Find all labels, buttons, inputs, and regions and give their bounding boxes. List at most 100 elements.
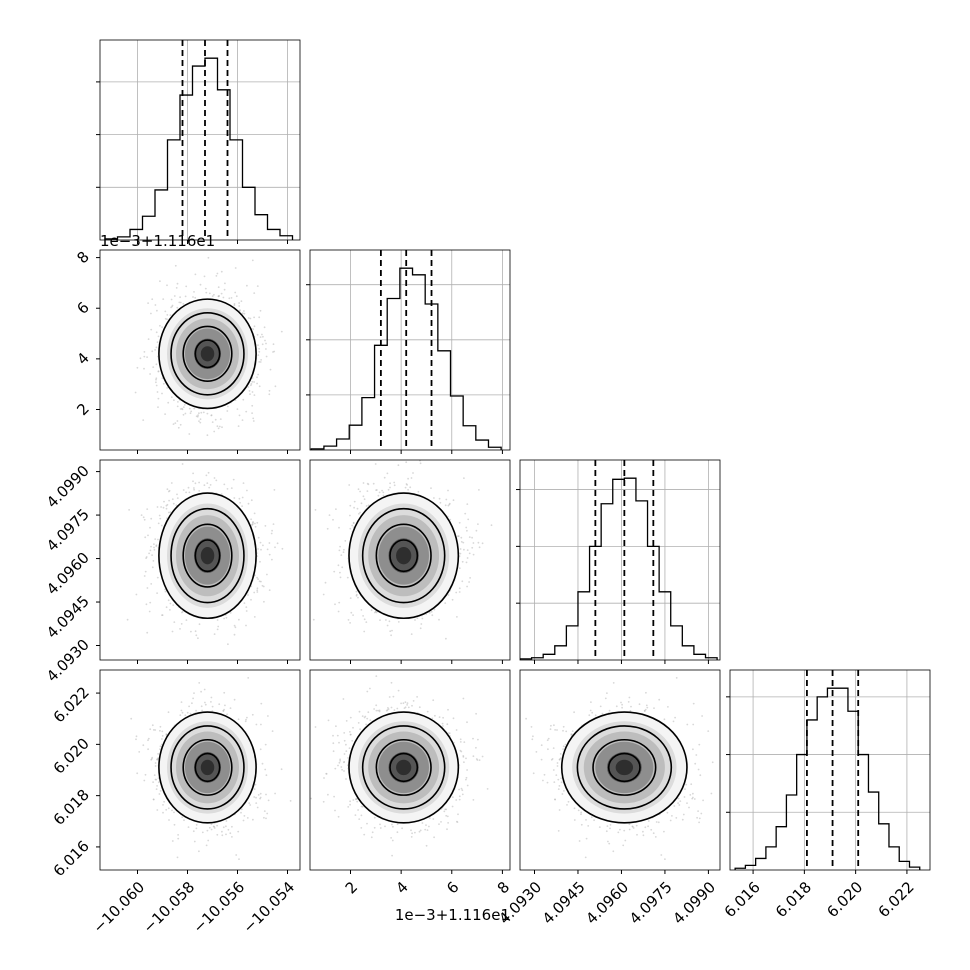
sample-point	[227, 643, 229, 646]
sample-point	[254, 525, 257, 528]
sample-point	[156, 576, 159, 579]
sample-point	[193, 488, 196, 491]
sample-point	[223, 288, 226, 291]
sample-point	[224, 282, 226, 285]
sample-point	[192, 480, 194, 483]
sample-point	[195, 415, 198, 418]
contour-line	[375, 523, 432, 588]
sample-point	[240, 300, 243, 303]
sample-point	[465, 526, 468, 529]
sample-point	[346, 576, 349, 579]
sample-point	[455, 591, 458, 594]
sample-point	[447, 504, 450, 507]
sample-point	[164, 590, 167, 593]
sample-point	[209, 484, 212, 486]
sample-point	[250, 499, 253, 502]
sample-point	[352, 614, 354, 616]
sample-point	[250, 524, 253, 526]
sample-point	[170, 298, 173, 301]
contour-line	[182, 325, 233, 382]
sample-point	[182, 413, 185, 416]
sample-point	[198, 412, 200, 415]
sample-point	[142, 419, 145, 421]
sample-point	[447, 594, 450, 596]
sample-point	[439, 501, 442, 504]
sample-point	[259, 336, 262, 338]
sample-point	[258, 580, 261, 583]
sample-point	[146, 587, 149, 589]
sample-point	[223, 483, 226, 486]
sample-point	[273, 489, 276, 491]
sample-point	[388, 620, 391, 623]
sample-point	[190, 630, 192, 633]
sample-point	[256, 333, 259, 336]
sample-point	[253, 325, 256, 328]
sample-point	[271, 558, 273, 561]
sample-point	[258, 385, 261, 388]
histogram-marks	[520, 460, 718, 660]
sample-point	[176, 497, 179, 499]
sample-point	[170, 482, 173, 484]
sample-point	[166, 488, 169, 491]
sample-point	[471, 546, 474, 549]
sample-point	[171, 498, 174, 501]
sample-point	[156, 341, 159, 344]
sample-point	[410, 633, 413, 635]
sample-point	[213, 293, 215, 296]
sample-point	[176, 282, 179, 285]
sample-point	[257, 344, 259, 346]
panel-background	[100, 40, 300, 240]
panel-frame	[99, 39, 301, 241]
sample-point	[357, 488, 360, 491]
sample-point	[234, 291, 237, 294]
sample-point	[261, 343, 264, 346]
sample-point	[272, 523, 275, 525]
sample-point	[204, 287, 207, 290]
sample-point	[234, 267, 237, 269]
sample-point	[349, 597, 352, 599]
sample-point	[188, 433, 191, 435]
sample-point	[193, 291, 195, 293]
sample-point	[410, 477, 413, 479]
sample-point	[143, 575, 146, 577]
sample-point	[197, 637, 199, 640]
sample-point	[382, 491, 385, 494]
sample-point	[148, 610, 151, 613]
sample-point	[356, 507, 359, 510]
sample-point	[179, 296, 182, 299]
sample-point	[252, 328, 255, 331]
sample-point	[268, 389, 271, 392]
sample-point	[161, 614, 164, 616]
sample-point	[177, 401, 179, 403]
sample-point	[438, 618, 440, 621]
sample-point	[156, 506, 159, 508]
sample-point	[413, 664, 415, 666]
sample-point	[256, 589, 259, 592]
sample-point	[190, 410, 193, 413]
sample-point	[233, 303, 236, 305]
sample-point	[200, 411, 203, 414]
sample-point	[337, 610, 340, 613]
sample-point	[433, 497, 435, 499]
sample-point	[245, 606, 248, 608]
sample-point	[169, 602, 172, 605]
sample-point	[168, 499, 171, 502]
sample-point	[326, 527, 329, 530]
sample-point	[272, 343, 275, 346]
sample-point	[407, 477, 409, 480]
sample-point	[428, 612, 431, 614]
sample-point	[416, 617, 419, 620]
sample-point	[374, 463, 377, 465]
sample-point	[157, 538, 159, 541]
sample-point	[235, 295, 238, 298]
sample-point	[266, 548, 269, 551]
sample-point	[270, 532, 273, 535]
sample-point	[166, 314, 169, 316]
sample-point	[366, 482, 369, 485]
sample-point	[215, 275, 218, 277]
sample-point	[208, 826, 211, 829]
density-fill	[200, 546, 215, 565]
sample-point	[134, 391, 137, 394]
sample-point	[208, 292, 211, 295]
sample-point	[378, 491, 381, 494]
